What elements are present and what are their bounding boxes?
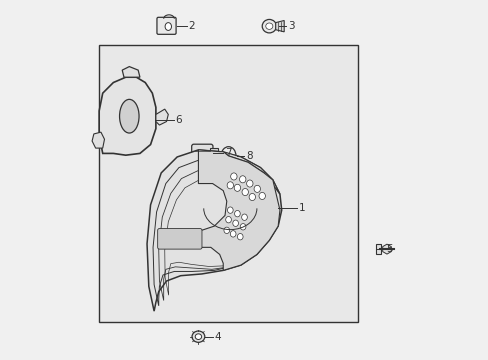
Ellipse shape — [195, 334, 201, 339]
Ellipse shape — [241, 214, 247, 220]
Text: 3: 3 — [287, 21, 294, 31]
Ellipse shape — [165, 23, 171, 31]
Ellipse shape — [265, 23, 272, 30]
Ellipse shape — [226, 182, 233, 189]
FancyBboxPatch shape — [157, 229, 202, 249]
Ellipse shape — [246, 180, 252, 187]
Ellipse shape — [239, 176, 245, 183]
Ellipse shape — [240, 224, 245, 230]
Polygon shape — [275, 21, 284, 32]
Polygon shape — [147, 150, 281, 311]
FancyBboxPatch shape — [157, 17, 176, 34]
Ellipse shape — [225, 216, 231, 223]
Text: 5: 5 — [386, 244, 392, 254]
Ellipse shape — [230, 231, 236, 237]
FancyBboxPatch shape — [210, 148, 218, 159]
FancyBboxPatch shape — [191, 144, 212, 166]
Text: 7: 7 — [224, 148, 231, 158]
Polygon shape — [223, 152, 279, 194]
Ellipse shape — [192, 331, 204, 342]
Text: 6: 6 — [175, 115, 181, 125]
Text: 4: 4 — [214, 332, 220, 342]
Ellipse shape — [248, 193, 255, 201]
Ellipse shape — [237, 234, 243, 240]
Polygon shape — [198, 150, 279, 270]
Polygon shape — [122, 67, 140, 77]
FancyBboxPatch shape — [375, 244, 380, 254]
Ellipse shape — [221, 147, 236, 165]
Ellipse shape — [234, 211, 240, 217]
Text: 8: 8 — [245, 151, 252, 161]
Polygon shape — [99, 77, 156, 155]
Text: 2: 2 — [188, 21, 195, 31]
Ellipse shape — [242, 189, 248, 195]
Ellipse shape — [119, 99, 139, 133]
Ellipse shape — [224, 227, 229, 234]
Ellipse shape — [232, 220, 238, 226]
Polygon shape — [92, 132, 104, 148]
Ellipse shape — [227, 207, 233, 213]
FancyBboxPatch shape — [225, 165, 231, 168]
Ellipse shape — [262, 19, 276, 33]
Ellipse shape — [254, 185, 260, 192]
Polygon shape — [156, 109, 168, 125]
Ellipse shape — [234, 184, 240, 192]
Text: 1: 1 — [298, 203, 305, 213]
Ellipse shape — [259, 192, 265, 199]
Ellipse shape — [230, 173, 237, 180]
Bar — [99, 45, 357, 322]
